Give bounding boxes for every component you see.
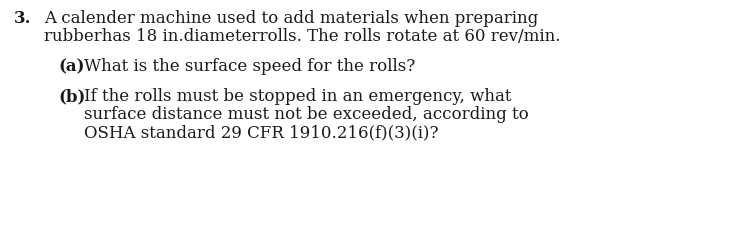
Text: What is the surface speed for the rolls?: What is the surface speed for the rolls?	[84, 58, 415, 75]
Text: A calender machine used to add materials when preparing: A calender machine used to add materials…	[44, 10, 538, 27]
Text: (b): (b)	[58, 88, 86, 105]
Text: OSHA standard 29 CFR 1910.216(f)(3)(i)?: OSHA standard 29 CFR 1910.216(f)(3)(i)?	[84, 123, 438, 140]
Text: If the rolls must be stopped in an emergency, what: If the rolls must be stopped in an emerg…	[84, 88, 512, 105]
Text: surface distance must not be exceeded, according to: surface distance must not be exceeded, a…	[84, 106, 529, 122]
Text: rubberhas 18 in.diameterrolls. The rolls rotate at 60 rev/min.: rubberhas 18 in.diameterrolls. The rolls…	[44, 28, 561, 45]
Text: 3.: 3.	[14, 10, 31, 27]
Text: (a): (a)	[58, 58, 84, 75]
